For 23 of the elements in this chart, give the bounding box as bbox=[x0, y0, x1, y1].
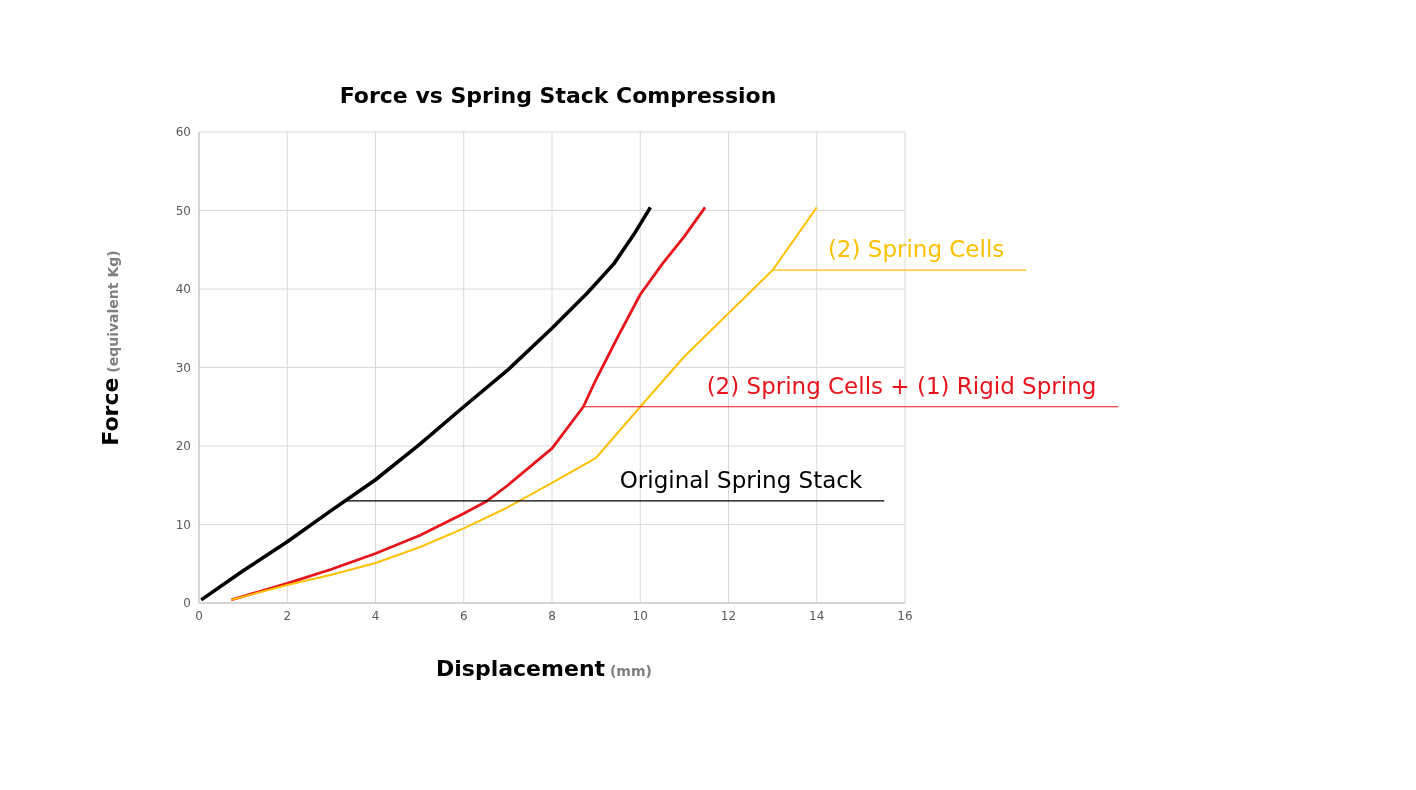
x-tick-label: 6 bbox=[459, 608, 468, 623]
x-tick-label: 0 bbox=[195, 608, 203, 623]
y-tick-label: 10 bbox=[175, 517, 191, 532]
x-tick-label: 10 bbox=[632, 608, 648, 623]
y-tick-label: 60 bbox=[175, 125, 191, 140]
x-tick-label: 12 bbox=[720, 608, 737, 623]
y-tick-label: 30 bbox=[175, 360, 191, 375]
annotation: (2) Spring Cells bbox=[827, 236, 1005, 263]
annotation: Original Spring Stack bbox=[619, 466, 863, 493]
x-tick-label: 2 bbox=[283, 608, 292, 623]
annotation: (2) Spring Cells + (1) Rigid Spring bbox=[706, 372, 1097, 399]
x-axis-title: Displacement (mm) bbox=[436, 656, 652, 681]
x-tick-label: 8 bbox=[548, 608, 556, 623]
y-tick-label: 20 bbox=[175, 439, 191, 454]
y-tick-label: 50 bbox=[175, 203, 191, 218]
chart-title: Force vs Spring Stack Compression bbox=[339, 83, 777, 108]
x-tick-label: 4 bbox=[371, 608, 380, 623]
y-tick-label: 40 bbox=[175, 282, 191, 297]
x-tick-label: 16 bbox=[897, 608, 913, 623]
y-axis-title: Force (equivalent Kg) bbox=[98, 250, 123, 446]
x-tick-label: 14 bbox=[809, 608, 825, 623]
line-series bbox=[229, 205, 707, 602]
y-tick-label: 0 bbox=[183, 596, 191, 611]
